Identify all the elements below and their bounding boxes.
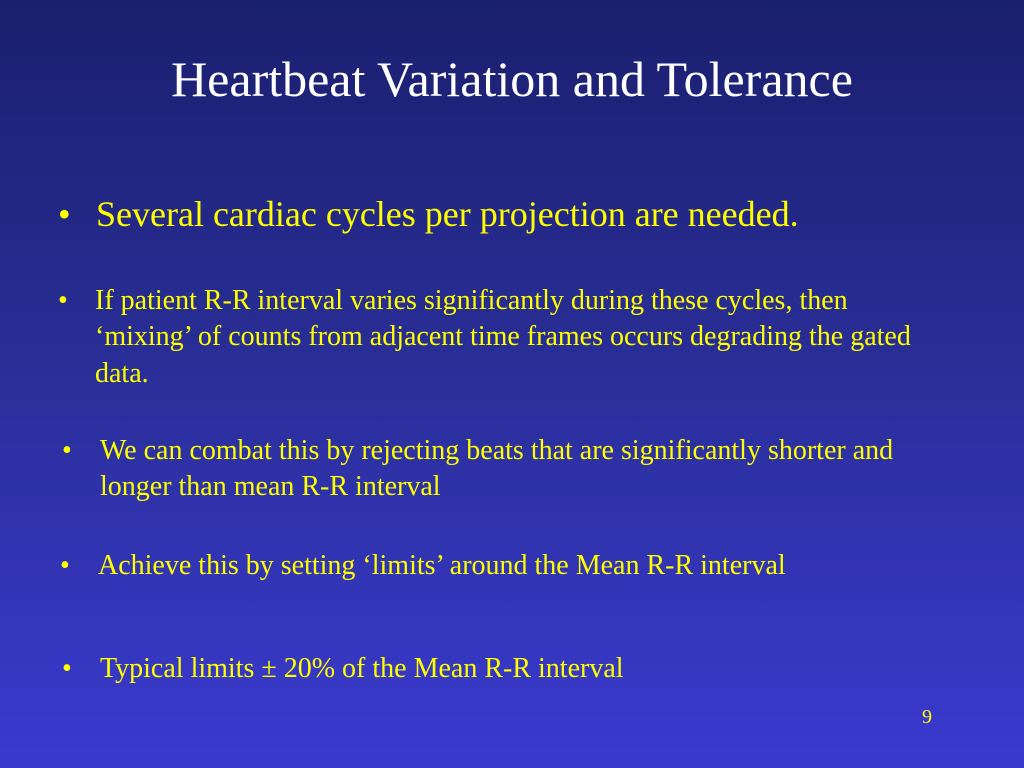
bullet-item: • We can combat this by rejecting beats … <box>62 433 942 506</box>
bullet-item: • If patient R-R interval varies signifi… <box>58 283 938 392</box>
bullet-icon: • <box>58 194 71 234</box>
bullet-icon: • <box>62 435 72 466</box>
bullet-icon: • <box>58 285 68 316</box>
bullet-text: If patient R-R interval varies significa… <box>95 285 911 389</box>
bullet-icon: • <box>60 550 70 581</box>
bullet-text: Typical limits ± 20% of the Mean R-R int… <box>100 653 624 684</box>
page-number: 9 <box>922 706 932 728</box>
bullet-text: Achieve this by setting ‘limits’ around … <box>98 550 786 581</box>
bullet-item: • Several cardiac cycles per projection … <box>58 193 958 236</box>
bullet-icon: • <box>62 653 72 684</box>
bullet-item: • Achieve this by setting ‘limits’ aroun… <box>60 548 880 584</box>
bullet-text: Several cardiac cycles per projection ar… <box>96 194 799 234</box>
slide-title: Heartbeat Variation and Tolerance <box>171 51 853 107</box>
bullet-text: We can combat this by rejecting beats th… <box>100 435 894 503</box>
bullet-item: • Typical limits ± 20% of the Mean R-R i… <box>62 651 922 687</box>
